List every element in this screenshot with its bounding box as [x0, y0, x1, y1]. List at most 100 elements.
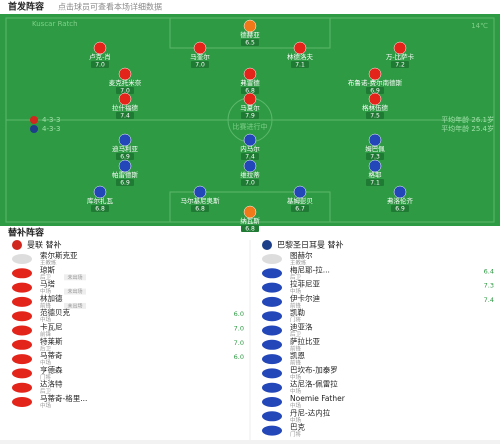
player-pos: 主教练 [290, 259, 307, 267]
player-avatar[interactable] [262, 311, 282, 322]
player-avatar[interactable] [262, 339, 282, 350]
player-name: 弗洛伦齐 [387, 196, 414, 205]
player-avatar[interactable] [262, 296, 282, 307]
player-avatar[interactable] [12, 339, 32, 350]
player-name: 卡瓦尼 [40, 322, 63, 332]
player-name: 达洛特 [40, 379, 63, 389]
player-avatar[interactable] [243, 92, 257, 106]
rating-badge [191, 205, 209, 212]
team-logo [12, 240, 22, 250]
center-label: 比赛进行中 [233, 122, 268, 131]
player-name: 德赫亚 [240, 30, 260, 39]
player-name: 索尔斯克亚 [40, 250, 78, 260]
player-avatar[interactable] [243, 205, 257, 219]
tag-bg [64, 302, 86, 309]
player-name: 维拉蒂 [240, 170, 260, 179]
player-avatar[interactable] [193, 185, 207, 199]
player-avatar[interactable] [393, 41, 407, 55]
player-avatar[interactable] [393, 185, 407, 199]
player-avatar[interactable] [262, 382, 282, 393]
player-pos: 后卫 [40, 387, 52, 395]
player-name: 卢克-肖 [89, 52, 111, 61]
bench-title: 替补阵容 [8, 227, 44, 239]
player-avatar[interactable] [12, 311, 32, 322]
player-rating: 7.0 [195, 61, 205, 68]
player-pos: 后卫 [290, 330, 302, 338]
player-avatar[interactable] [193, 41, 207, 55]
player-rating: 7.9 [245, 112, 255, 119]
player-name: 马蒂奇 [40, 350, 63, 360]
player-avatar[interactable] [262, 354, 282, 365]
player-pos: 中场 [40, 287, 52, 295]
player-pos: 前锋 [290, 344, 302, 352]
player-avatar[interactable] [243, 19, 257, 33]
player-name: 林德洛夫 [287, 52, 314, 61]
player-rating: 6.0 [234, 353, 244, 361]
player-avatar[interactable] [93, 41, 107, 55]
player-pos: 主教练 [40, 259, 57, 267]
player-avatar[interactable] [12, 354, 32, 365]
player-avatar[interactable] [262, 254, 282, 264]
player-avatar[interactable] [243, 67, 257, 81]
player-avatar[interactable] [368, 159, 382, 173]
player-avatar[interactable] [12, 397, 32, 407]
player-rating: 6.9 [120, 179, 130, 186]
home-age: 平均年龄 26.1岁 [441, 115, 494, 124]
player-avatar[interactable] [12, 325, 32, 336]
away-logo [30, 125, 38, 133]
player-avatar[interactable] [118, 67, 132, 81]
tag-bg [64, 274, 86, 281]
player-avatar[interactable] [243, 159, 257, 173]
player-avatar[interactable] [243, 133, 257, 147]
player-tag: 未出场 [67, 302, 82, 309]
player-avatar[interactable] [12, 382, 32, 393]
player-avatar[interactable] [293, 185, 307, 199]
player-name: 拉菲尼亚 [290, 279, 320, 289]
player-name: 纳瓦斯 [240, 216, 260, 225]
player-name: 麦克托米奈 [109, 78, 142, 87]
player-name: 万-比萨卡 [386, 52, 415, 61]
player-avatar[interactable] [262, 397, 282, 407]
player-rating: 7.4 [245, 153, 255, 160]
player-avatar[interactable] [12, 282, 32, 293]
player-avatar[interactable] [368, 67, 382, 81]
player-avatar[interactable] [293, 41, 307, 55]
player-pos: 前锋 [40, 301, 52, 309]
player-pos: 中场 [290, 402, 302, 410]
player-avatar[interactable] [118, 133, 132, 147]
player-tag: 未出场 [67, 288, 82, 295]
rating-badge [91, 205, 109, 212]
player-name: 范德贝克 [40, 307, 70, 317]
rating-badge [116, 153, 134, 160]
player-avatar[interactable] [368, 92, 382, 106]
player-name: 琼斯 [40, 264, 55, 274]
player-avatar[interactable] [12, 368, 32, 379]
player-pos: 门将 [290, 316, 302, 324]
player-avatar[interactable] [93, 185, 107, 199]
player-name: 内马尔 [240, 144, 260, 153]
player-avatar[interactable] [118, 159, 132, 173]
player-pos: 前锋 [290, 301, 302, 309]
player-avatar[interactable] [262, 425, 282, 436]
player-avatar[interactable] [262, 268, 282, 279]
player-pos: 门将 [40, 373, 52, 381]
player-avatar[interactable] [262, 368, 282, 379]
player-avatar[interactable] [118, 92, 132, 106]
rating-badge [291, 205, 309, 212]
player-pos: 中场 [290, 416, 302, 424]
player-avatar[interactable] [262, 325, 282, 336]
player-avatar[interactable] [262, 411, 282, 422]
player-name: 迪亚洛 [290, 322, 313, 332]
player-avatar[interactable] [262, 282, 282, 293]
rating-badge [241, 87, 259, 94]
player-avatar[interactable] [12, 296, 32, 307]
player-name: 凯勒 [290, 307, 305, 317]
player-avatar[interactable] [368, 133, 382, 147]
rating-badge [366, 87, 384, 94]
player-name: 迪马利亚 [112, 144, 139, 153]
player-avatar[interactable] [12, 268, 32, 279]
player-pos: 中场 [290, 387, 302, 395]
player-name: 姆巴佩 [365, 144, 385, 153]
player-avatar[interactable] [12, 254, 32, 264]
